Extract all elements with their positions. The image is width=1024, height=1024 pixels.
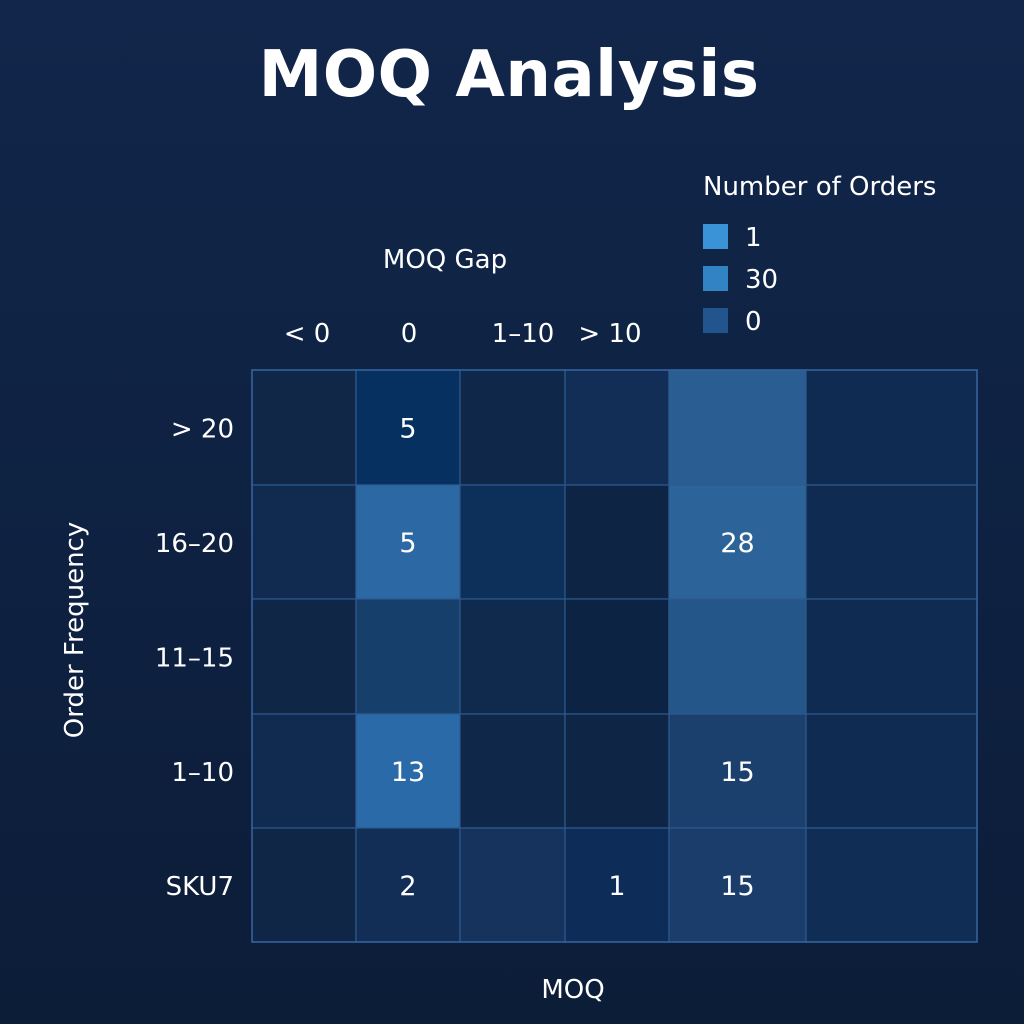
legend-title: Number of Orders [703, 172, 936, 202]
y-tick-label: SKU7 [166, 872, 234, 902]
heatmap-cell [805, 484, 978, 600]
heatmap-cell [564, 598, 670, 715]
heatmap-cell [355, 713, 461, 829]
cell-value-label: 15 [720, 871, 754, 902]
cell-value-label: 13 [391, 757, 425, 788]
x-tick-label: 1–10 [492, 319, 555, 349]
legend-swatch [703, 308, 728, 333]
heatmap-cell [805, 598, 978, 715]
legend-label: 1 [745, 223, 762, 253]
legend-label: 0 [745, 307, 762, 337]
y-tick-labels: > 20 16–20 11–15 1–10 SKU7 [155, 415, 234, 903]
cell-value-label: 1 [608, 871, 625, 902]
cell-value-labels: 5 5 28 13 15 2 1 15 [391, 414, 755, 903]
heatmap-cell [459, 827, 566, 943]
heatmap-cell [355, 598, 461, 715]
heatmap-cell [564, 713, 670, 829]
x-tick-label: > 10 [578, 319, 641, 349]
heatmap-cell [355, 369, 461, 486]
heatmap-cell [355, 484, 461, 600]
cell-value-label: 15 [720, 757, 754, 788]
x-tick-label: < 0 [284, 319, 331, 349]
chart-title: MOQ Analysis [258, 38, 760, 112]
y-tick-label: 11–15 [155, 644, 234, 674]
legend: Number of Orders 1 30 0 [703, 172, 936, 337]
legend-label: 30 [745, 265, 778, 295]
heatmap-cell [251, 484, 357, 600]
y-tick-label: > 20 [171, 415, 234, 445]
x-tick-label: 0 [401, 319, 418, 349]
legend-swatch [703, 224, 728, 249]
heatmap-cells [251, 369, 978, 943]
heatmap-cell [251, 598, 357, 715]
cell-value-label: 28 [720, 528, 754, 559]
heatmap-cell [668, 827, 807, 943]
heatmap-cell [459, 713, 566, 829]
heatmap-cell [251, 827, 357, 943]
x-axis-bottom-title: MOQ [541, 975, 604, 1005]
heatmap-cell [668, 484, 807, 600]
heatmap-cell [805, 713, 978, 829]
heatmap-cell [459, 598, 566, 715]
heatmap-cell [459, 484, 566, 600]
heatmap-cell [564, 484, 670, 600]
heatmap-cell [668, 369, 807, 486]
x-tick-labels: < 0 0 1–10 > 10 [284, 319, 642, 349]
heatmap-cell [805, 369, 978, 486]
heatmap-border [251, 369, 978, 943]
x-axis-top-title: MOQ Gap [383, 245, 507, 275]
heatmap-cell [251, 713, 357, 829]
y-tick-label: 1–10 [171, 758, 234, 788]
legend-swatch [703, 266, 728, 291]
y-tick-label: 16–20 [155, 529, 234, 559]
heatmap-cell [668, 598, 807, 715]
cell-value-label: 2 [399, 871, 416, 902]
y-axis-title: Order Frequency [60, 522, 90, 738]
heatmap-cell [564, 369, 670, 486]
heatmap-cell [564, 827, 670, 943]
heatmap-cell [251, 369, 357, 486]
heatmap-cell [459, 369, 566, 486]
heatmap-cell [805, 827, 978, 943]
cell-value-label: 5 [399, 414, 416, 445]
cell-value-label: 5 [399, 528, 416, 559]
